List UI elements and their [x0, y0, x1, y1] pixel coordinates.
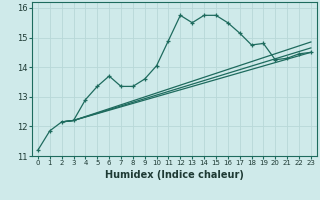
X-axis label: Humidex (Indice chaleur): Humidex (Indice chaleur) — [105, 170, 244, 180]
